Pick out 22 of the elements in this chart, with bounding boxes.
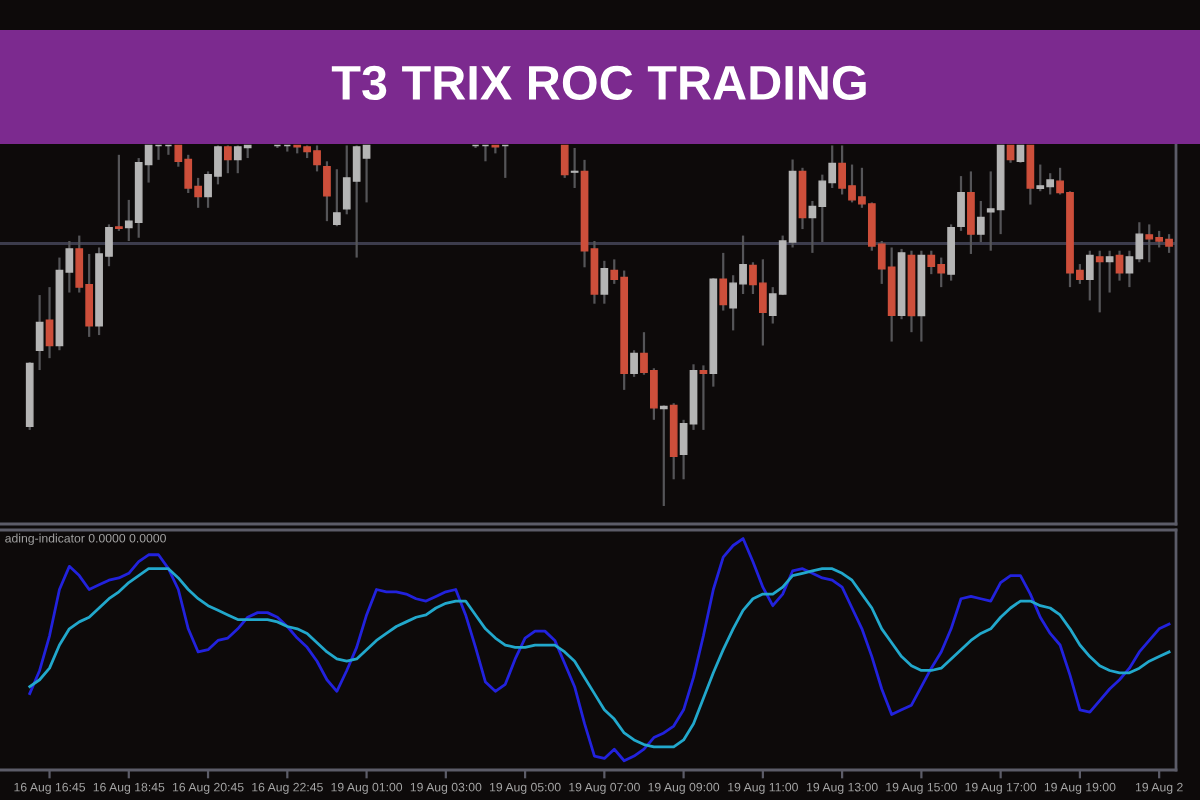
candlestick <box>947 223 955 282</box>
chart-title: T3 TRIX ROC TRADING <box>331 65 866 101</box>
candlestick <box>957 174 965 232</box>
candlestick <box>224 144 232 175</box>
candlestick <box>570 146 579 190</box>
candlestick <box>630 349 638 379</box>
candlestick <box>967 170 975 256</box>
candlestick <box>323 160 331 223</box>
candlestick <box>976 199 985 244</box>
candlestick <box>719 251 728 312</box>
candlestick <box>115 153 123 232</box>
candlestick <box>1026 144 1035 206</box>
candlestick <box>798 166 807 231</box>
candlestick <box>699 364 708 432</box>
candlestick <box>1105 249 1114 294</box>
candlestick <box>1085 249 1094 302</box>
candlestick <box>35 293 44 372</box>
candlestick <box>1095 249 1104 314</box>
candlestick <box>659 404 668 508</box>
candlestick <box>560 144 569 179</box>
candlestick <box>332 168 341 228</box>
candlestick <box>600 259 609 305</box>
